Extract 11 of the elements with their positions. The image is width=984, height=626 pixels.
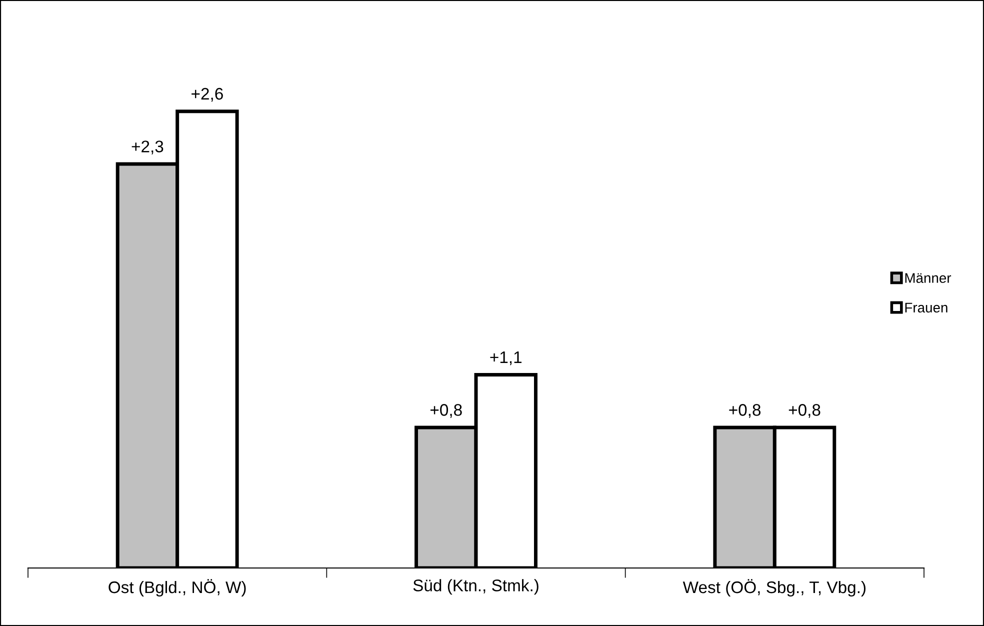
data-label: +0,8 [430, 404, 462, 418]
data-label: +0,8 [788, 404, 820, 418]
legend-label: Frauen [905, 302, 948, 313]
data-label: +0,8 [729, 404, 761, 418]
data-label: +2,3 [132, 140, 164, 154]
x-tick-label: Ost (Bgld., NÖ, W) [108, 579, 246, 597]
data-label: +2,6 [192, 88, 223, 102]
x-tick-label: West (OÖ, Sbg., T, Vbg.) [682, 579, 866, 597]
legend-label: Männer [905, 273, 952, 283]
data-label: +1,1 [490, 352, 522, 366]
x-tick-label: Süd (Ktn., Stmk.) [413, 579, 538, 595]
